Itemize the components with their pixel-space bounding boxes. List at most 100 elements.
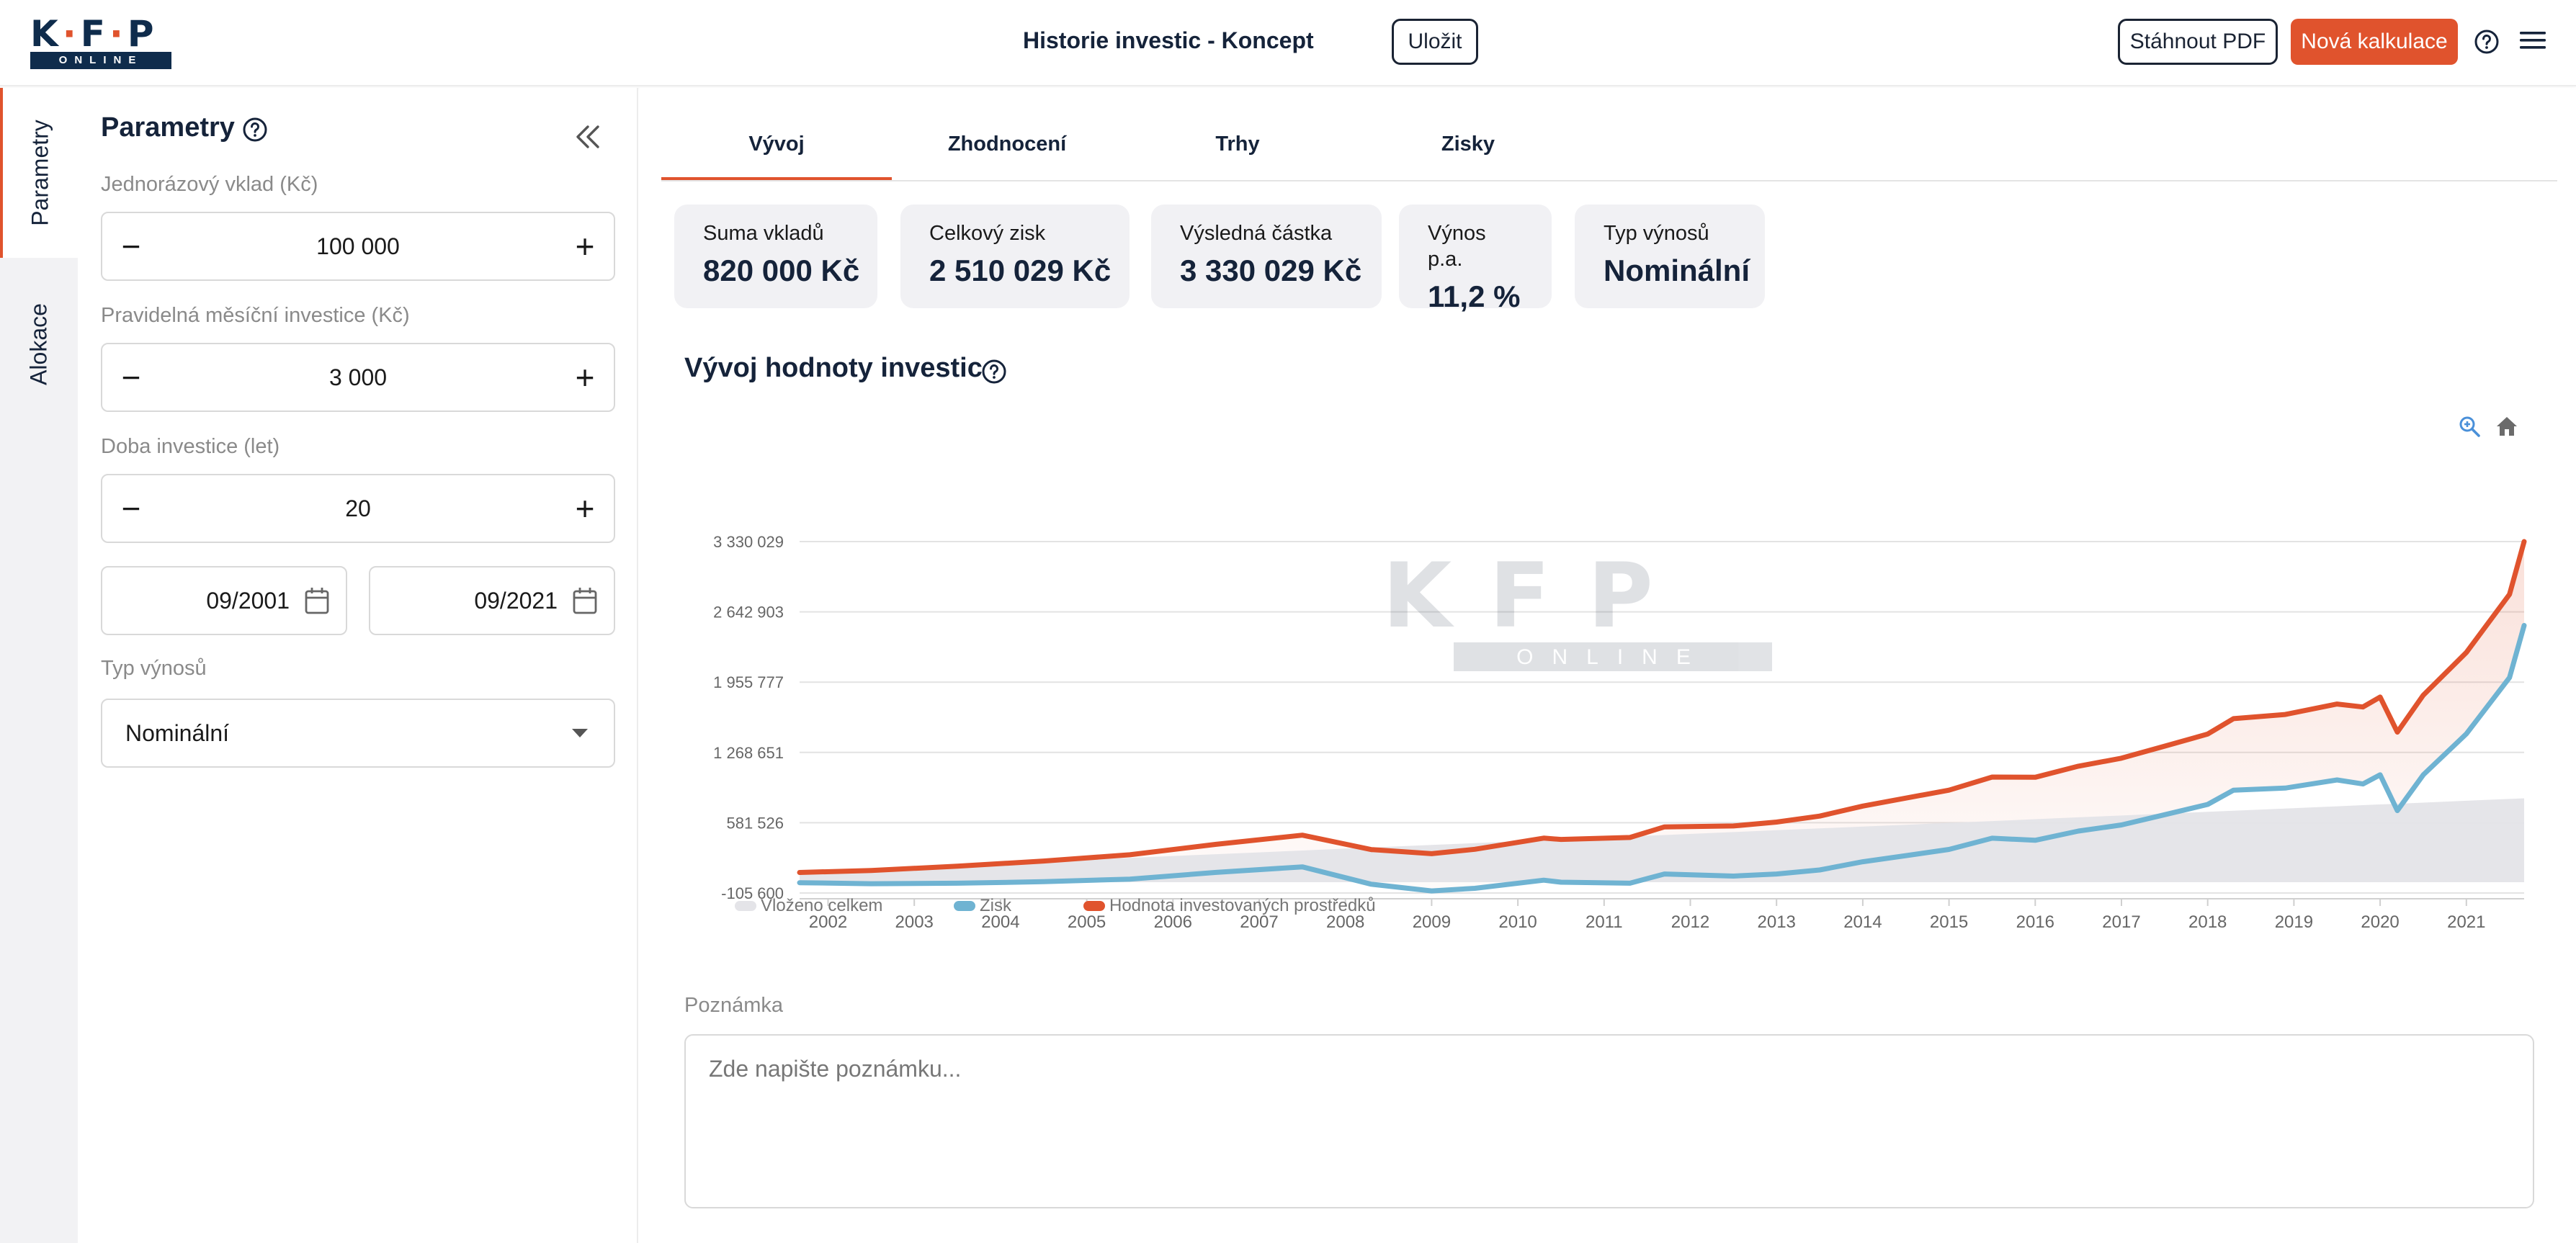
kfp-logo[interactable]: K·F·P ONLINE (30, 16, 171, 69)
calendar-icon[interactable] (304, 586, 330, 615)
side-tabs: Parametry Alokace (0, 88, 78, 1243)
x-tick-label: 2003 (895, 912, 934, 930)
watermark-letter-f: F (1489, 544, 1588, 648)
card-value: 3 330 029 Kč (1180, 253, 1362, 287)
card-label: Celkový zisk (929, 222, 1046, 245)
main-content: Vývoj Zhodnocení Trhy Zisky Suma vkladů … (640, 88, 2576, 1243)
yield-type-select[interactable]: Nominální (101, 699, 615, 768)
legend-swatch (1083, 901, 1105, 911)
chart-series-lines (797, 539, 2527, 894)
y-tick-label: -105 600 (721, 884, 784, 902)
investment-value-series-line (797, 539, 2527, 875)
date-to-field[interactable]: 09/2021 (369, 566, 615, 635)
legend-label: Zisk (980, 896, 1011, 915)
chevron-down-icon (572, 729, 588, 737)
lump-sum-minus-button[interactable]: − (121, 228, 141, 265)
card-value: 2 510 029 Kč (929, 253, 1112, 287)
investment-years-label: Doba investice (let) (101, 435, 280, 458)
card-label: Typ výnosů (1604, 222, 1709, 245)
chart-y-axis: 3 330 029 2 642 903 1 955 777 1 268 651 581 … (713, 533, 784, 902)
x-tick-label: 2007 (1240, 912, 1278, 930)
side-tab-label: Alokace (25, 303, 52, 385)
x-tick-label: 2005 (1068, 912, 1106, 930)
watermark-bar (1454, 642, 1772, 671)
investment-years-value[interactable]: 20 (345, 495, 371, 521)
x-tick-label: 2020 (2361, 912, 2399, 930)
tab-trhy[interactable]: Trhy (1215, 133, 1260, 156)
hamburger-menu-icon[interactable] (2518, 27, 2547, 53)
lump-sum-plus-button[interactable]: + (575, 228, 595, 265)
lump-sum-value[interactable]: 100 000 (316, 233, 400, 259)
watermark-letter-k: K (1382, 544, 1489, 648)
summary-card-deposits: Suma vkladů 820 000 Kč (674, 205, 877, 308)
side-tab-label: Parametry (27, 120, 53, 226)
x-tick-label: 2017 (2102, 912, 2140, 930)
date-from-value[interactable]: 09/2001 (206, 588, 290, 614)
y-tick-label: 3 330 029 (713, 533, 784, 551)
parameters-panel: Parametry Jednorázový vklad (Kč) − 100 0… (78, 88, 638, 1243)
monthly-investment-label: Pravidelná měsíční investice (Kč) (101, 304, 410, 327)
x-tick-label: 2021 (2447, 912, 2485, 930)
page-title: Historie investic - Koncept (1023, 27, 1314, 53)
legend-swatch (954, 901, 975, 911)
card-label: Výsledná částka (1180, 222, 1333, 245)
summary-card-result: Výsledná částka 3 330 029 Kč (1151, 205, 1382, 308)
tab-vyvoj[interactable]: Vývoj (661, 115, 892, 180)
tab-zisky[interactable]: Zisky (1441, 133, 1495, 156)
years-plus-button[interactable]: + (575, 490, 595, 527)
card-value: 820 000 Kč (703, 253, 860, 287)
collapse-panel-icon[interactable] (573, 122, 602, 151)
lump-sum-stepper[interactable]: − 100 000 + (101, 212, 615, 281)
monthly-investment-stepper[interactable]: − 3 000 + (101, 343, 615, 412)
reset-zoom-home-icon[interactable] (2495, 415, 2518, 438)
summary-card-yield-type: Typ výnosů Nominální (1575, 205, 1765, 308)
x-tick-label: 2018 (2188, 912, 2227, 930)
help-icon[interactable] (2474, 29, 2500, 55)
x-tick-label: 2015 (1930, 912, 1968, 930)
monthly-investment-value[interactable]: 3 000 (328, 364, 388, 390)
investment-value-chart[interactable]: KFP ONLINE 3 330 029 2 642 903 1 955 777 1 … (683, 426, 2534, 930)
x-tick-label: 2008 (1326, 912, 1364, 930)
chart-areas (800, 542, 2524, 892)
zoom-in-icon[interactable] (2458, 415, 2481, 438)
years-minus-button[interactable]: − (121, 490, 141, 527)
side-tab-parametry[interactable]: Parametry (0, 88, 78, 258)
profit-series-line (797, 623, 2527, 894)
x-tick-label: 2011 (1586, 912, 1623, 930)
yield-type-label: Typ výnosů (101, 657, 207, 680)
date-to-value[interactable]: 09/2021 (474, 588, 558, 614)
chart-watermark-logo: KFP ONLINE (1382, 544, 1772, 671)
monthly-minus-button[interactable]: − (121, 359, 141, 396)
logo-letter-p: P (127, 13, 158, 55)
date-from-field[interactable]: 09/2001 (101, 566, 347, 635)
monthly-plus-button[interactable]: + (575, 359, 595, 396)
note-label: Poznámka (684, 994, 784, 1017)
y-tick-label: 2 642 903 (713, 603, 784, 622)
x-tick-label: 2014 (1843, 912, 1882, 930)
new-calculation-button[interactable]: Nová kalkulace (2291, 19, 2458, 65)
calendar-icon[interactable] (572, 586, 598, 615)
x-tick-label: 2010 (1498, 912, 1537, 930)
card-label: Výnos p.a. (1428, 222, 1486, 271)
tab-zhodnoceni[interactable]: Zhodnocení (947, 133, 1067, 156)
help-icon[interactable] (242, 117, 268, 143)
investment-years-stepper[interactable]: − 20 + (101, 474, 615, 543)
chart-x-axis: 2002 2003 2004 2005 2006 2007 2008 2009 2010 2011… (800, 898, 2524, 930)
card-label: Suma vkladů (703, 222, 824, 245)
note-textarea[interactable] (684, 1034, 2534, 1208)
watermark-letters: KFP (1382, 544, 1691, 648)
lump-sum-label: Jednorázový vklad (Kč) (101, 173, 318, 196)
logo-online-bar: ONLINE (30, 52, 171, 69)
help-icon[interactable] (981, 359, 1007, 385)
download-pdf-button[interactable]: Stáhnout PDF (2118, 19, 2278, 65)
app-header: K·F·P ONLINE Historie investic - Koncept… (0, 0, 2576, 86)
legend-label: Hodnota investovaných prostředků (1109, 896, 1376, 915)
save-button[interactable]: Uložit (1392, 19, 1478, 65)
x-tick-label: 2013 (1758, 912, 1796, 930)
x-tick-label: 2009 (1413, 912, 1451, 930)
side-tab-alokace[interactable]: Alokace (0, 258, 78, 431)
x-tick-label: 2004 (981, 912, 1019, 930)
yield-type-value: Nominální (125, 720, 230, 746)
y-tick-label: 1 955 777 (713, 673, 784, 691)
y-tick-label: 1 268 651 (713, 744, 784, 762)
